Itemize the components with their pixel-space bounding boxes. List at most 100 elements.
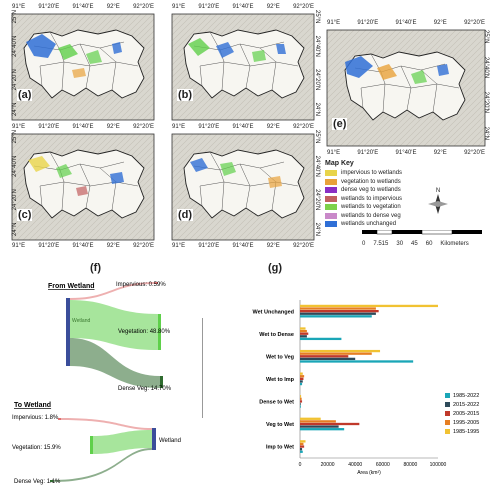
lat-tick: 24°40'N (12, 35, 18, 57)
lon-ticks-mid-b: 91°E 91°20'E 91°40'E 92°E 92°20'E (172, 124, 314, 130)
lon-tick: 92°20'E (293, 124, 314, 130)
sankey-node-source (50, 480, 53, 482)
map-key-item: wetlands to impervious (325, 195, 495, 204)
bar-chart: 0 20000 40000 60000 80000 100000 Area (km²) Wet… (253, 300, 479, 476)
panel-label-a: (a) (17, 89, 33, 101)
bar (300, 332, 309, 335)
category-label: Wet Unchanged (253, 309, 294, 315)
bar (300, 425, 339, 428)
lon-tick: 92°20'E (293, 243, 314, 249)
lon-tick: 91°40'E (232, 4, 254, 10)
lon-tick: 92°20'E (133, 124, 154, 130)
bar (300, 380, 303, 383)
bar (300, 400, 303, 403)
sankey-label-impervious-to: Impervious: 1.8% (12, 415, 59, 421)
lon-tick: 91°40'E (72, 243, 94, 249)
lon-ticks-top-e: 91°E 91°20'E 91°40'E 92°E 92°20'E (327, 20, 485, 26)
lon-tick: 92°20'E (293, 4, 314, 10)
map-key-swatch (325, 221, 337, 228)
lon-ticks-bottom-e: 91°E 91°20'E 91°40'E 92°E 92°20'E (327, 150, 485, 156)
scale-tick: 45 (411, 241, 418, 247)
bar (300, 450, 303, 453)
lon-tick: 92°E (266, 243, 280, 249)
bar (300, 337, 342, 341)
lat-ticks-a: 24°N 24°20'N 24°40'N 25°N (12, 10, 18, 116)
legend-label: 1995-2005 (453, 420, 479, 426)
compass-icon (428, 194, 448, 214)
lat-tick: 24°40'N (483, 56, 489, 79)
from-wetland-title: From Wetland (48, 283, 95, 290)
bar (300, 377, 304, 380)
bar (300, 417, 321, 420)
panel-label-d: (d) (177, 209, 194, 221)
category-label: Wet to Dense (259, 332, 294, 338)
map-key-label: dense veg to wetlands (341, 187, 401, 194)
x-tick-label: 80000 (403, 462, 417, 468)
panel-label-g: (g) (268, 262, 283, 274)
bar (300, 372, 303, 375)
sankey-node-target (160, 376, 163, 388)
map-key-item: wetlands to dense veg (325, 212, 495, 221)
sankey-flow-from (70, 300, 158, 350)
lat-tick: 24°N (314, 102, 320, 116)
sankey-label-vegetation-to: Vegetation: 15.9% (12, 445, 61, 451)
bar (300, 397, 302, 400)
x-tick-label: 60000 (376, 462, 390, 468)
lon-ticks-bottom-a: 91°E 91°20'E 91°40'E 92°E 92°20'E (12, 243, 154, 249)
lon-tick: 92°20'E (464, 150, 485, 156)
map-panels (11, 13, 486, 241)
map-key-label: impervious to wetlands (341, 170, 403, 177)
to-wetland-title: To Wetland (14, 402, 51, 409)
lon-tick: 91°20'E (38, 124, 60, 130)
lon-tick: 91°E (172, 243, 186, 249)
lat-ticks-c: 24°N 24°20'N 24°40'N 25°N (12, 130, 18, 236)
lat-ticks-e: 25°N 24°40'N 24°20'N 24°N (483, 30, 489, 140)
scale-tick: 30 (396, 241, 404, 247)
lon-tick: 92°E (266, 4, 280, 10)
map-key-label: wetlands to dense veg (341, 212, 401, 219)
x-axis-label: Area (km²) (357, 470, 381, 476)
lon-tick: 91°40'E (72, 124, 94, 130)
map-key-label: wetlands to impervious (341, 195, 403, 202)
map-key-items: impervious to wetlands vegetation to wetl… (325, 169, 495, 229)
divider (202, 318, 203, 418)
sankey-flow-to (61, 418, 152, 430)
lat-tick: 24°40'N (12, 155, 18, 177)
lon-tick: 91°40'E (232, 124, 254, 130)
lon-tick: 91°40'E (72, 4, 94, 10)
bar (300, 360, 414, 363)
bar (300, 329, 307, 333)
map-panel-a (11, 13, 155, 121)
lat-tick: 24°N (12, 222, 18, 236)
sankey-node-source (90, 436, 93, 454)
map-panel-b (171, 13, 315, 121)
lon-tick: 91°20'E (38, 4, 60, 10)
sankey-flow-from (70, 338, 160, 388)
sankey-node-target (155, 282, 158, 284)
lat-tick: 24°20'N (314, 69, 320, 91)
panel-label-c: (c) (17, 209, 33, 221)
map-key-item: vegetation to wetlands (325, 178, 495, 187)
lon-tick: 92°20'E (464, 20, 485, 26)
legend-label: 1985-2022 (453, 393, 479, 399)
map-key-swatch (325, 170, 337, 177)
lon-tick: 91°E (172, 124, 186, 130)
sankey-label-vegetation-from: Vegetation: 48.80% (118, 329, 171, 335)
lat-tick: 24°40'N (314, 155, 320, 177)
lon-tick: 92°20'E (133, 4, 154, 10)
legend-label: 2015-2022 (453, 402, 479, 408)
lat-tick: 24°40'N (314, 35, 320, 57)
map-key-item: dense veg to wetlands (325, 186, 495, 195)
lat-tick: 25°N (314, 10, 320, 24)
lon-tick: 91°E (12, 243, 26, 249)
x-tick-label: 40000 (348, 462, 362, 468)
map-key-label: wetlands unchanged (341, 221, 397, 228)
map-key-swatch (325, 187, 337, 194)
bar (300, 335, 307, 338)
bar (300, 428, 345, 431)
legend-label: 1985-1995 (453, 429, 479, 435)
sankey-node-target (158, 314, 161, 350)
bar (300, 304, 438, 308)
lon-tick: 91°40'E (395, 20, 417, 26)
lat-ticks-b: 25°N 24°40'N 24°20'N 24°N (314, 10, 320, 116)
